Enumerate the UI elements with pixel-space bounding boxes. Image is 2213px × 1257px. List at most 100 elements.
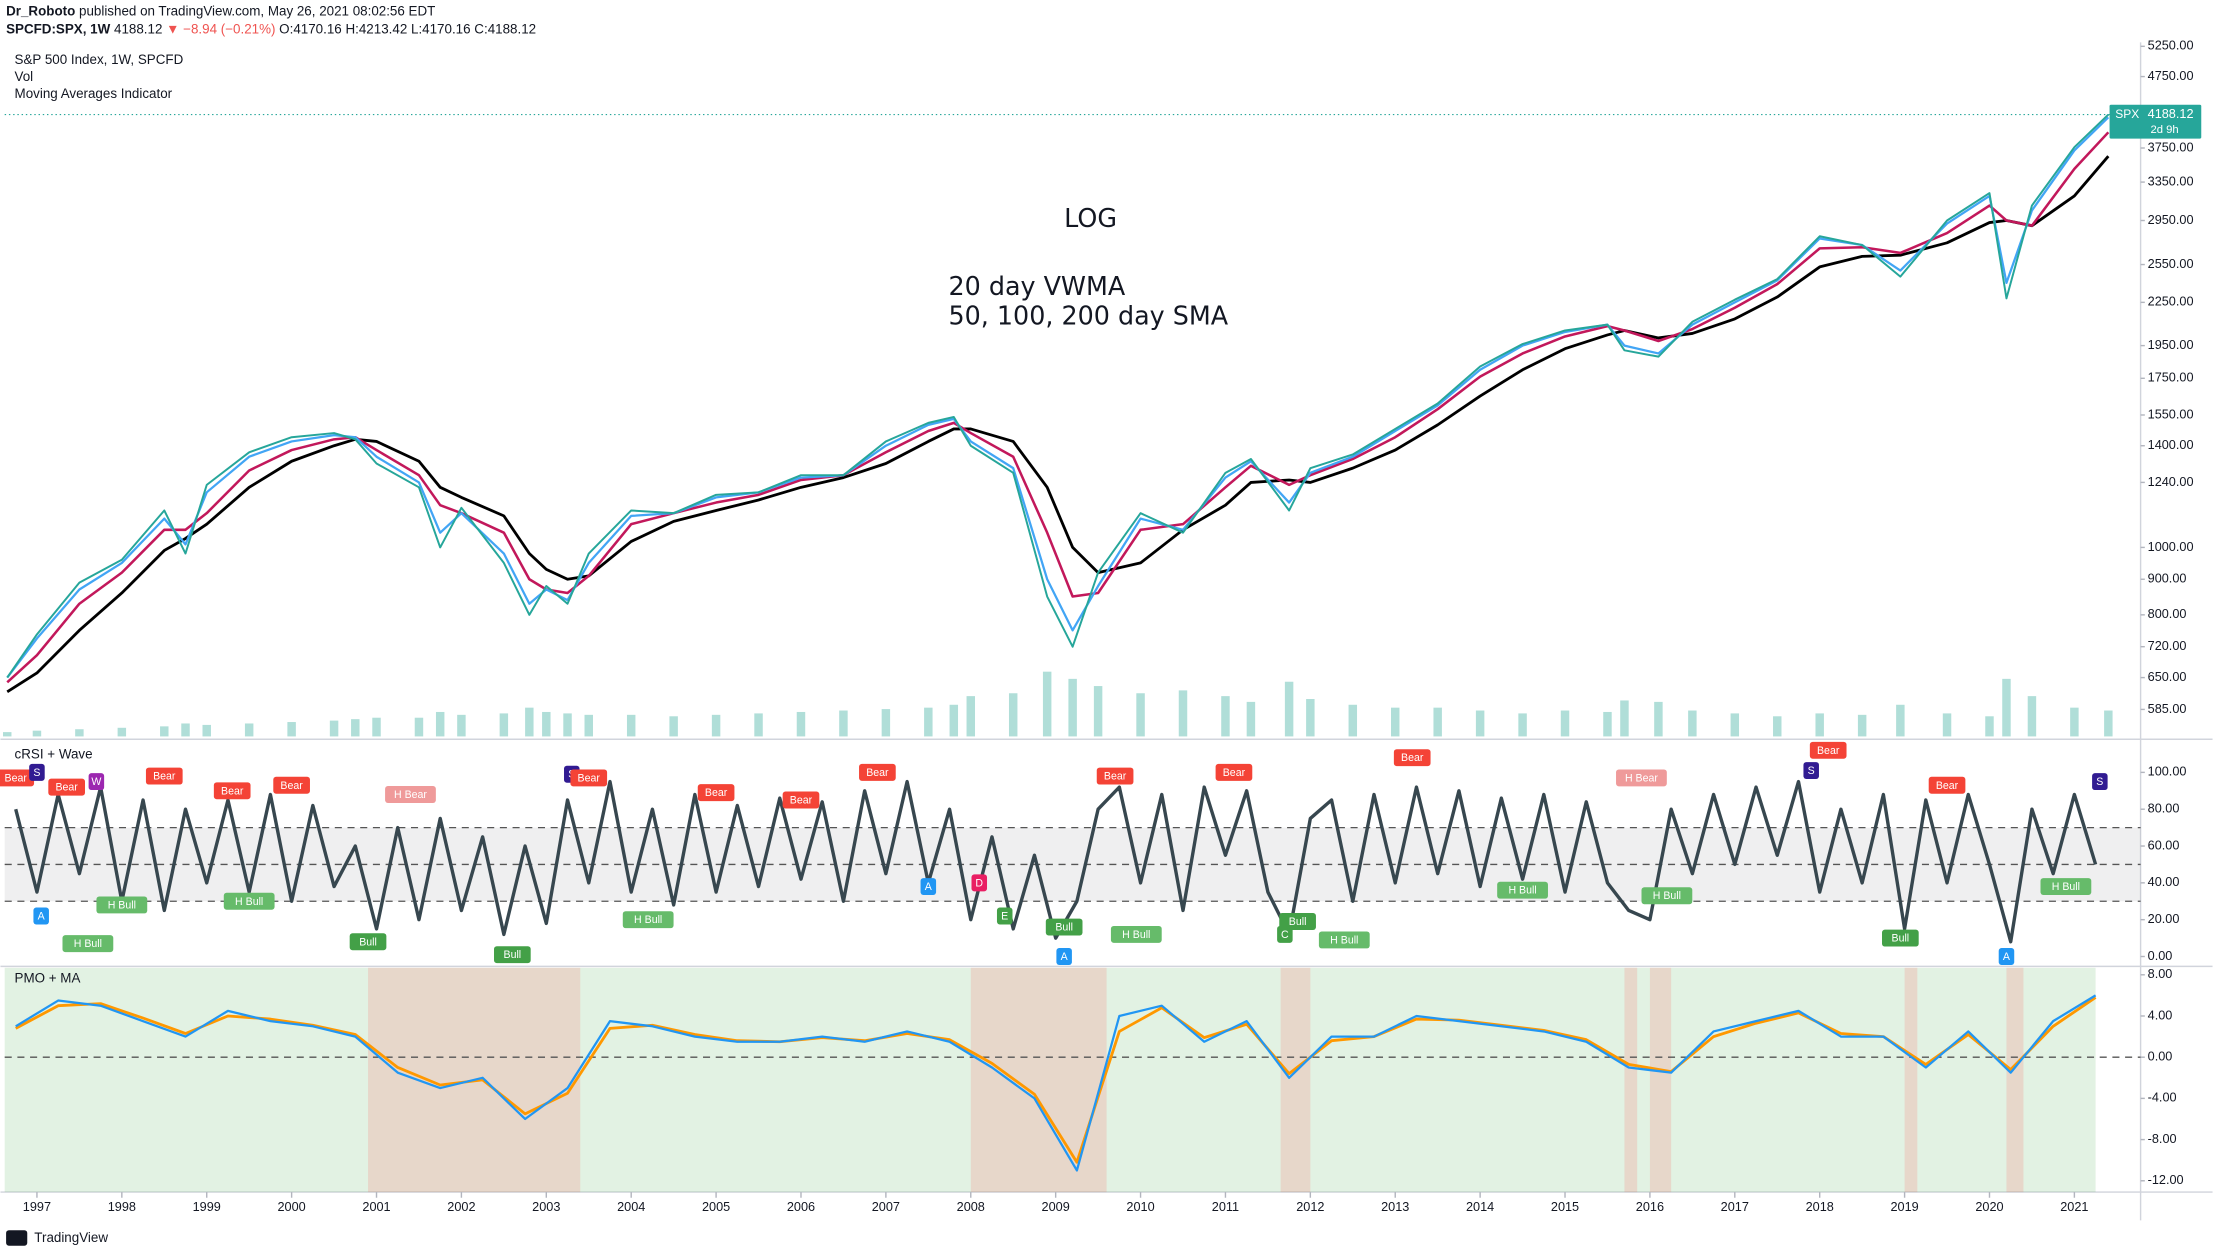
signal-label — [213, 782, 251, 800]
signal-text: H Bull — [2052, 881, 2080, 893]
signal-label — [1809, 741, 1847, 759]
header-line: Dr_Roboto published on TradingView.com, … — [6, 3, 435, 18]
signal-label — [782, 791, 820, 809]
y-tick-label: 1950.00 — [2148, 338, 2194, 352]
volume-bar — [1773, 716, 1782, 737]
zone — [1280, 967, 1311, 1193]
signal-label — [62, 935, 114, 953]
annotation: 50, 100, 200 day SMA — [948, 300, 1228, 330]
signal-text: Bull — [1892, 933, 1910, 945]
y-tick-label: 3750.00 — [2148, 140, 2194, 154]
volume-bar — [626, 714, 636, 737]
volume-bar — [1093, 686, 1103, 737]
signal-label — [1279, 913, 1316, 930]
y-tick-label: 2950.00 — [2148, 213, 2194, 227]
signal-label — [273, 776, 310, 794]
x-tick-label: 2016 — [1636, 1200, 1664, 1214]
series-line — [15, 994, 2097, 1172]
x-tick-label: 2011 — [1212, 1200, 1239, 1214]
volume-bar — [1603, 711, 1612, 737]
volume-bar — [2, 732, 12, 737]
volume-bar — [754, 713, 763, 737]
x-tick-label: 2008 — [957, 1200, 985, 1214]
volume-bar — [351, 719, 360, 737]
signal-text: H Bull — [1330, 934, 1358, 946]
volume-bar — [669, 716, 678, 737]
signal-text: Bull — [1055, 922, 1073, 934]
volume-bar — [525, 707, 534, 737]
y-tick-label: 2550.00 — [2148, 257, 2194, 271]
volume-bar — [839, 710, 848, 737]
signal-label — [971, 874, 988, 892]
signal-label — [697, 784, 735, 802]
volume-bar — [1221, 696, 1230, 737]
y-tick-label: 585.00 — [2148, 702, 2187, 716]
signal-text: H Bear — [1625, 772, 1658, 784]
signal-label — [1056, 948, 1072, 965]
signal-label — [0, 769, 35, 787]
volume-bar — [1896, 704, 1905, 737]
x-tick-label: 2017 — [1721, 1200, 1749, 1214]
quote-line: SPCFD:SPX, 1W 4188.12 ▼ −8.94 (−0.21%) O… — [6, 21, 536, 36]
x-tick-label: 1999 — [193, 1200, 221, 1214]
y-tick-label: 40.00 — [2148, 875, 2180, 889]
brand[interactable]: TradingView — [34, 1230, 108, 1245]
signal-text: A — [925, 881, 933, 893]
signal-text: H Bull — [74, 938, 102, 950]
signal-label — [1616, 769, 1667, 787]
volume-bar — [796, 711, 806, 737]
signal-text: Bear — [153, 771, 176, 783]
signal-label — [996, 907, 1013, 925]
y-tick-label: 1240.00 — [2148, 475, 2194, 489]
x-tick-label: 2014 — [1466, 1200, 1494, 1214]
signal-text: Bear — [221, 785, 244, 797]
signal-text: S — [1808, 765, 1815, 777]
signal-label — [920, 878, 937, 896]
series-line — [15, 996, 2097, 1164]
volume-bar — [160, 726, 169, 737]
signal-label — [1110, 925, 1162, 943]
signal-label — [145, 767, 183, 785]
volume-bar — [372, 717, 381, 737]
volume-bar — [1620, 700, 1629, 737]
plot-layers: 5250.00 4750.00 3750.00 3350.00 2950.00 2550.… — [0, 39, 2213, 1221]
x-tick-label: 2006 — [787, 1200, 815, 1214]
signal-label — [29, 763, 45, 781]
volume-bar — [329, 720, 339, 737]
signal-label — [1641, 887, 1693, 905]
x-tick-label: 1998 — [108, 1200, 136, 1214]
signal-label — [88, 773, 105, 791]
volume-bar — [1348, 704, 1358, 737]
signal-text: Bull — [1289, 916, 1307, 928]
x-tick-label: 2019 — [1890, 1200, 1918, 1214]
x-tick-label: 2020 — [1975, 1200, 2003, 1214]
signal-label — [2040, 878, 2092, 896]
volume-bar — [584, 714, 593, 737]
volume-bar — [1688, 710, 1697, 737]
volume-bar — [1246, 701, 1256, 737]
annotation: 20 day VWMA — [948, 271, 1125, 301]
author[interactable]: Dr_Roboto — [6, 3, 75, 18]
signal-label — [1998, 948, 2015, 965]
y-tick-label: 4750.00 — [2148, 69, 2194, 83]
volume-title: Vol — [15, 69, 34, 84]
volume-bar — [435, 711, 445, 737]
signal-text: Bear — [1223, 767, 1246, 779]
volume-bar — [1475, 710, 1485, 737]
zone — [2006, 967, 2024, 1193]
signal-label — [1096, 767, 1134, 785]
volume-bar — [2104, 710, 2113, 737]
signal-label — [1928, 776, 1966, 794]
volume-bar — [711, 714, 721, 737]
signal-text: Bear — [1936, 780, 1959, 792]
x-tick-label: 2012 — [1296, 1200, 1324, 1214]
y-tick-label: 4.00 — [2148, 1008, 2173, 1022]
y-tick-label: 60.00 — [2148, 838, 2180, 852]
volume-bar — [1857, 714, 1867, 737]
pane-title: S&P 500 Index, 1W, SPCFD — [15, 52, 184, 67]
x-tick-label: 2005 — [702, 1200, 730, 1214]
price-tag-symbol: SPX — [2115, 107, 2139, 121]
volume-bar — [966, 696, 976, 737]
volume-bar — [244, 723, 254, 737]
volume-bar — [1306, 699, 1315, 737]
